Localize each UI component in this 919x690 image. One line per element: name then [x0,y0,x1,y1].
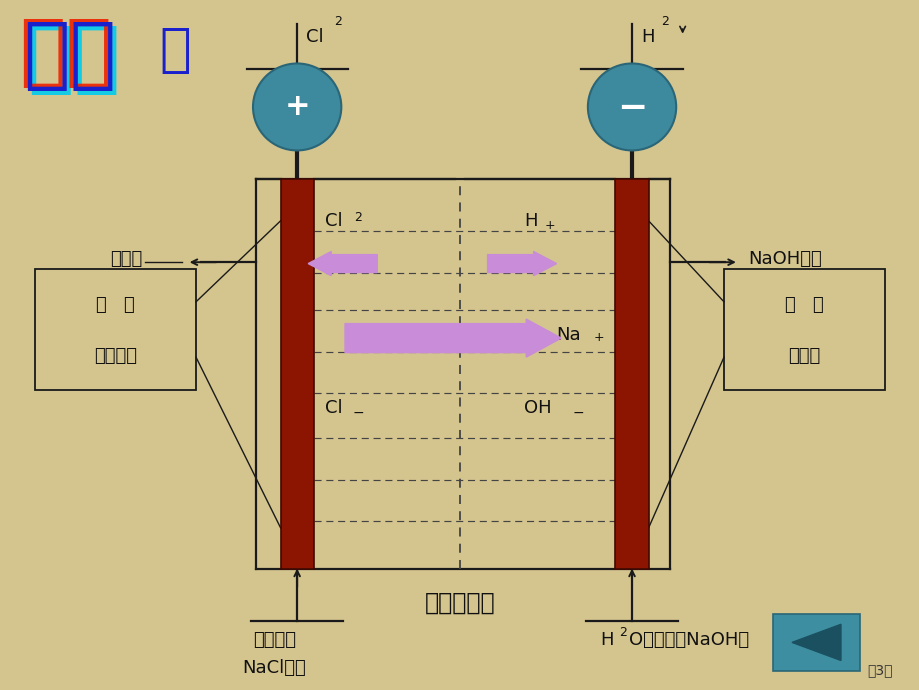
Text: 精制饱和: 精制饱和 [253,631,295,649]
Text: 复习: 复习 [23,17,116,93]
Text: 第3页: 第3页 [866,664,891,678]
Ellipse shape [587,63,675,150]
Bar [772,614,859,671]
Text: H: H [524,212,538,230]
Text: −: − [572,406,584,420]
Text: ：: ： [159,24,190,76]
Text: 复习: 复习 [27,21,119,97]
Text: +: + [593,331,604,344]
FancyArrow shape [308,252,377,275]
Text: H: H [599,631,613,649]
Text: 金属钛网: 金属钛网 [94,347,137,365]
FancyArrow shape [487,252,556,275]
Text: H: H [641,28,654,46]
Text: OH: OH [524,400,551,417]
Text: 复习: 复习 [19,14,112,90]
Text: Na: Na [556,326,581,344]
Bar [35,269,196,390]
Text: 碳钢网: 碳钢网 [788,347,820,365]
Bar [723,269,884,390]
Text: 2: 2 [618,626,627,639]
Text: −: − [352,406,364,420]
Text: 阴   极: 阴 极 [784,296,823,315]
Text: 离子交换膜: 离子交换膜 [425,591,494,615]
Text: O（含少许NaOH）: O（含少许NaOH） [629,631,749,649]
Text: NaCl溶液: NaCl溶液 [242,659,306,677]
Text: +: + [544,219,555,233]
Polygon shape [791,624,840,660]
Text: 淡盐水: 淡盐水 [110,250,142,268]
Text: Cl: Cl [324,400,342,417]
Ellipse shape [253,63,341,150]
Text: −: − [617,91,646,126]
Text: +: + [284,92,310,121]
Text: Cl: Cl [324,212,342,230]
Text: 2: 2 [334,15,342,28]
Text: 阳   极: 阳 极 [96,296,135,315]
Bar [280,179,313,569]
FancyArrow shape [345,319,561,357]
Text: NaOH溶液: NaOH溶液 [747,250,821,268]
Text: Cl: Cl [306,28,323,46]
Bar [615,179,648,569]
Text: 2: 2 [661,15,669,28]
Text: 2: 2 [354,211,362,224]
